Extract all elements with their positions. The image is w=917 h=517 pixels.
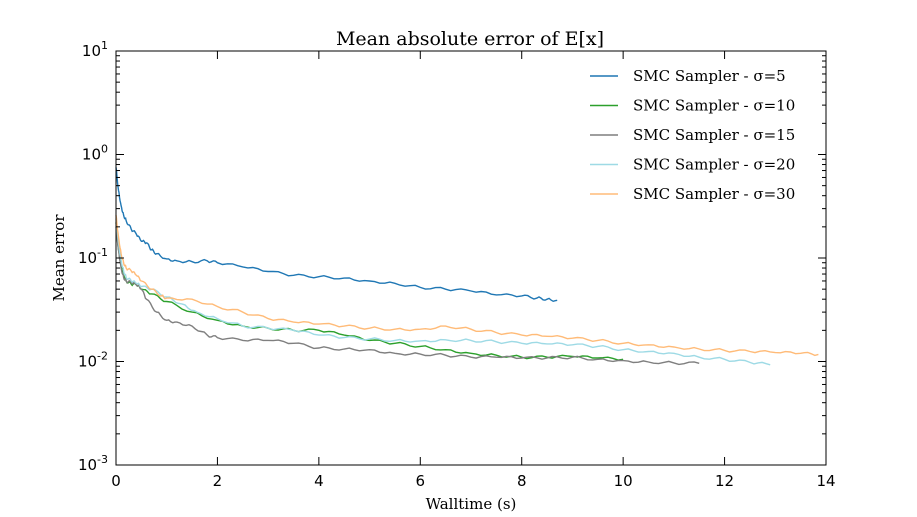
- series-line-1: [115, 167, 558, 303]
- x-tick-label: 2: [213, 472, 223, 490]
- x-tick-label: 8: [517, 472, 527, 490]
- x-tick-label: 12: [715, 472, 734, 490]
- x-tick-label: 10: [614, 472, 633, 490]
- series-line-5: [115, 214, 819, 357]
- legend-label: SMC Sampler - σ=5: [633, 67, 786, 85]
- x-tick-label: 6: [416, 472, 426, 490]
- series-line-3: [115, 226, 700, 366]
- x-axis-label: Walltime (s): [426, 495, 517, 513]
- series-line-4: [115, 218, 771, 366]
- x-tick-label: 0: [111, 472, 121, 490]
- legend-label: SMC Sampler - σ=15: [633, 126, 795, 144]
- legend-label: SMC Sampler - σ=20: [633, 156, 795, 174]
- series-layer: [115, 167, 819, 366]
- legend-label: SMC Sampler - σ=10: [633, 97, 795, 115]
- y-tick-label: 100: [82, 143, 108, 164]
- legend: SMC Sampler - σ=5 SMC Sampler - σ=10 SMC S…: [590, 67, 795, 203]
- chart-title: Mean absolute error of E[x]: [336, 28, 604, 50]
- x-axis: 0 2 4 6 8 10 12 14: [111, 51, 836, 490]
- y-axis: 10-3 10-2 10-1 100 101: [78, 39, 826, 474]
- legend-label: SMC Sampler - σ=30: [633, 185, 795, 203]
- y-axis-label: Mean error: [50, 214, 68, 302]
- y-tick-label: 10-1: [78, 246, 108, 267]
- x-tick-label: 4: [314, 472, 324, 490]
- y-tick-label: 101: [82, 39, 108, 60]
- x-tick-label: 14: [816, 472, 835, 490]
- y-tick-label: 10-3: [78, 453, 108, 474]
- y-tick-label: 10-2: [78, 350, 108, 371]
